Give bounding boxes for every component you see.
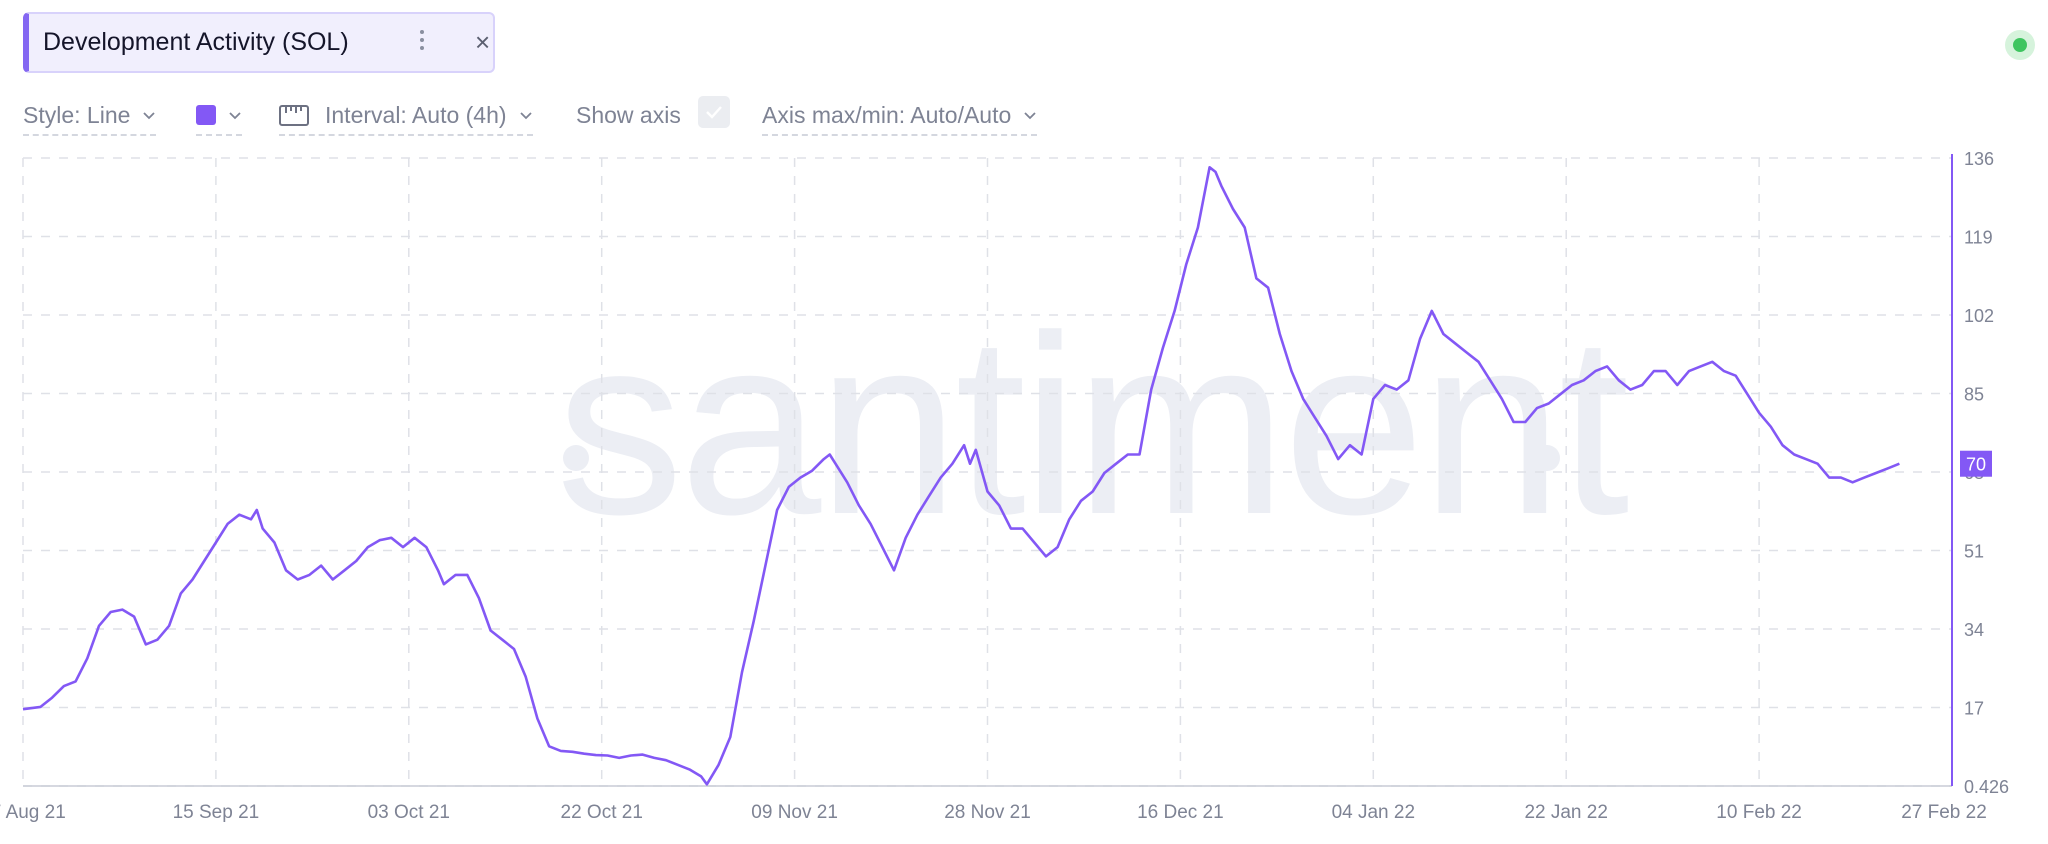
current-value-badge bbox=[1960, 450, 1992, 477]
interval-label: Interval: Auto (4h) bbox=[325, 101, 507, 128]
y-tick-label: 102 bbox=[1964, 306, 1994, 326]
show-axis-label: Show axis bbox=[576, 101, 681, 128]
metric-tag[interactable]: Development Activity (SOL) × bbox=[23, 12, 495, 73]
y-tick-label: 0.426 bbox=[1964, 777, 2009, 797]
y-tick-label: 119 bbox=[1964, 228, 1993, 248]
watermark-dot bbox=[563, 445, 589, 471]
show-axis-checkbox[interactable] bbox=[698, 96, 730, 128]
x-tick-label: 22 Oct 21 bbox=[561, 802, 643, 823]
x-tick-label: 28 Nov 21 bbox=[944, 802, 1031, 823]
y-tick-label: 136 bbox=[1964, 149, 1994, 169]
metric-title: Development Activity (SOL) bbox=[43, 28, 349, 56]
interval-dropdown[interactable]: Interval: Auto (4h) bbox=[279, 96, 533, 136]
axis-range-label: Axis max/min: Auto/Auto bbox=[762, 101, 1012, 128]
y-tick-label: 17 bbox=[1964, 699, 1984, 719]
style-label: Style: Line bbox=[23, 101, 131, 128]
color-swatch-icon bbox=[196, 105, 216, 125]
ruler-icon bbox=[279, 105, 309, 126]
chevron-down-icon bbox=[229, 112, 241, 120]
x-tick-label: 16 Dec 21 bbox=[1137, 802, 1224, 823]
color-picker[interactable] bbox=[196, 96, 242, 136]
close-icon[interactable]: × bbox=[475, 27, 491, 57]
x-tick-label: 22 Jan 22 bbox=[1524, 802, 1607, 823]
series-line[interactable] bbox=[22, 166, 1900, 786]
checkmark-icon bbox=[706, 106, 722, 119]
live-status-icon bbox=[2005, 30, 2035, 60]
axis-range-dropdown[interactable]: Axis max/min: Auto/Auto bbox=[762, 96, 1038, 136]
y-tick-label: 85 bbox=[1964, 385, 1984, 405]
more-options-icon[interactable] bbox=[412, 26, 432, 60]
chevron-down-icon bbox=[519, 112, 532, 120]
chevron-down-icon bbox=[143, 112, 156, 120]
x-tick-label: 27 Aug 21 bbox=[0, 802, 66, 823]
current-value-label: 70 bbox=[1966, 455, 1986, 475]
x-tick-label: 27 Feb 22 bbox=[1901, 802, 1987, 823]
x-tick-label: 03 Oct 21 bbox=[368, 802, 450, 823]
show-axis-toggle[interactable]: Show axis bbox=[576, 96, 681, 134]
style-dropdown[interactable]: Style: Line bbox=[23, 96, 157, 136]
y-tick-label: 51 bbox=[1964, 542, 1984, 562]
x-tick-label: 15 Sep 21 bbox=[173, 802, 260, 823]
watermark-dot bbox=[1534, 445, 1560, 471]
x-tick-label: 09 Nov 21 bbox=[751, 802, 838, 823]
x-tick-label: 10 Feb 22 bbox=[1716, 802, 1802, 823]
y-tick-label: 34 bbox=[1964, 620, 1984, 640]
chevron-down-icon bbox=[1024, 112, 1036, 120]
x-tick-label: 04 Jan 22 bbox=[1332, 802, 1415, 823]
